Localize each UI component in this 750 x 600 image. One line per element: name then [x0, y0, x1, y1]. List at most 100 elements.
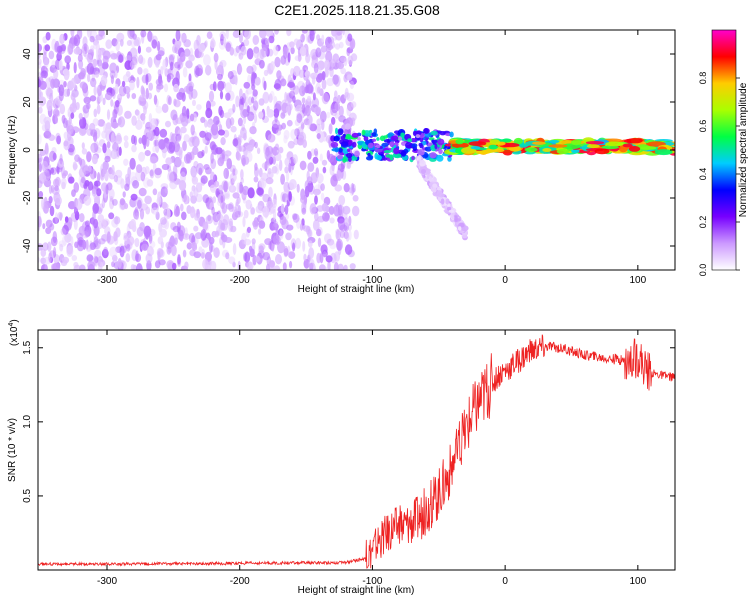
spectrogram-cell — [272, 223, 279, 231]
spectrogram-cell — [272, 208, 277, 221]
spectrogram-cell — [86, 254, 94, 262]
spectrogram-cell — [288, 251, 296, 259]
colorbar-tick-label: 0.2 — [698, 216, 708, 229]
spectrogram-cell — [175, 133, 182, 142]
spectrogram-cell — [126, 243, 131, 252]
spectrogram-cell — [161, 163, 170, 171]
colorbar-tick-label: 0.8 — [698, 72, 708, 85]
spectrogram-cell — [605, 141, 624, 147]
spectrogram-cell — [113, 216, 121, 225]
spectrogram-cell — [184, 227, 188, 239]
x-tick-label: 100 — [629, 275, 646, 286]
spectrogram-cell — [87, 261, 95, 270]
spectrogram-cell — [266, 263, 270, 270]
spectrogram-cell — [122, 191, 126, 198]
spectrogram-cell — [202, 221, 209, 231]
spectrogram-cell — [354, 150, 360, 158]
spectrogram-cell — [205, 215, 213, 225]
spectrogram-cell — [112, 254, 118, 262]
spectrogram-cell — [209, 100, 216, 107]
spectrogram-cell — [340, 67, 347, 75]
spectrogram-cell — [67, 217, 73, 228]
spectrogram-cell — [295, 104, 303, 112]
spectrogram-cell — [183, 48, 191, 57]
spectrogram-cell — [323, 59, 330, 71]
spectrogram-cell — [344, 217, 349, 225]
spectrogram-cell — [272, 235, 281, 246]
spectrogram-cell — [89, 122, 96, 133]
spectrogram-cell — [349, 186, 355, 196]
spectrogram-cell — [130, 218, 137, 230]
spectrogram-cell — [93, 218, 99, 229]
spectrogram-cell — [301, 103, 306, 114]
spectrogram-cell — [189, 249, 196, 257]
spectrogram-cell — [281, 122, 286, 130]
spectrogram-cell — [352, 195, 359, 202]
spectrogram-cell — [178, 229, 184, 242]
spectrogram-cell — [213, 115, 220, 126]
spectrogram-cell — [232, 138, 239, 147]
spectrogram-cell — [338, 105, 344, 117]
spectrogram-cell — [273, 83, 281, 90]
spectrogram-cell — [135, 212, 139, 221]
spectrogram-cell — [333, 261, 339, 270]
spectrogram-cell — [164, 186, 168, 194]
spectrogram-cell — [226, 158, 232, 170]
spectrogram-cell — [114, 134, 123, 145]
spectrogram-cell — [83, 42, 87, 52]
spectrogram-cell — [432, 187, 437, 193]
spectrogram-cell — [337, 154, 344, 160]
spectrogram-cell — [398, 136, 402, 141]
spectrogram-cell — [208, 90, 215, 102]
spectrogram-cell — [116, 32, 125, 42]
spectrogram-cell — [332, 74, 339, 85]
spectrogram-cell — [328, 205, 335, 215]
spectrogram-cell — [157, 69, 162, 77]
spectrogram-cell — [78, 72, 85, 80]
snr-panel: -300 -200 -100 0 100 0.5 1.0 1.5 Height of str… — [7, 319, 676, 596]
spectrogram-cell — [45, 227, 52, 235]
spectrogram-cell — [319, 153, 323, 162]
spectrogram-cell — [160, 217, 167, 225]
spectrogram-cell — [232, 177, 236, 184]
spectrogram-cell — [419, 159, 426, 167]
spectrogram-cell — [348, 215, 352, 226]
spectrogram-cell — [254, 76, 261, 86]
spectrogram-cell — [230, 178, 235, 186]
spectrogram-cell — [321, 202, 328, 212]
spectrogram-cell — [38, 96, 47, 106]
spectrogram-cell — [424, 146, 432, 152]
spectrogram-cell — [316, 252, 321, 264]
spectrogram-cell — [53, 178, 60, 187]
spectrogram-cell — [46, 99, 53, 112]
spectrogram-cell — [304, 185, 310, 198]
spectrogram-cell — [177, 64, 181, 71]
spectrogram-cell — [92, 58, 98, 68]
spectrogram-cell — [313, 148, 319, 156]
spectrogram-cell — [181, 105, 187, 118]
spectrogram-cell — [284, 91, 288, 103]
spectrogram-cell — [411, 143, 418, 148]
spectrogram-cell — [484, 148, 505, 153]
spectrogram-cell — [47, 241, 52, 252]
spectrogram-cell — [111, 218, 119, 228]
chart-title: C2E1.2025.118.21.35.G08 — [274, 2, 440, 18]
spectrogram-cell — [266, 153, 272, 165]
spectrogram-cell — [50, 78, 56, 89]
spectrogram-cell — [451, 142, 469, 149]
spectrogram-cell — [49, 205, 55, 217]
spectrogram-cell — [334, 146, 339, 153]
spectrogram-cell — [48, 184, 53, 194]
spectrogram-cell — [51, 60, 56, 68]
spectrogram-cell — [90, 77, 97, 88]
spectrogram-cell — [106, 109, 111, 120]
spectrogram-cell — [145, 137, 150, 147]
spectrogram-cell — [390, 135, 399, 141]
spectrogram-cell — [310, 148, 316, 156]
spectrogram-cell — [335, 228, 342, 235]
spectrogram-cell — [232, 261, 236, 268]
spectrogram-cell — [571, 149, 580, 153]
spectrogram-cell — [87, 181, 94, 191]
spectrogram-cell — [123, 85, 131, 95]
spectrogram-cell — [40, 70, 49, 79]
